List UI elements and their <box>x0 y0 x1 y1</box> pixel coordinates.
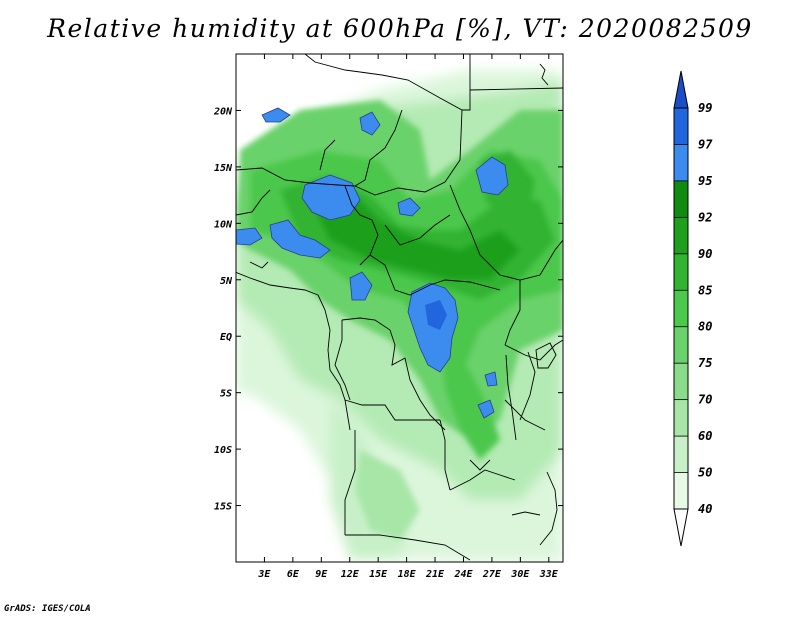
colorbar: 40 50 60 70 75 80 85 90 92 95 97 99 <box>673 70 713 547</box>
colorbar-label: 90 <box>698 247 712 261</box>
x-tick-label: 6E <box>287 569 300 580</box>
colorbar-label: 80 <box>698 320 712 334</box>
colorbar-label: 92 <box>698 210 712 224</box>
y-tick-label: 15S <box>214 502 232 513</box>
country-borders <box>236 54 563 561</box>
x-tick-label: 9E <box>315 569 328 580</box>
y-tick-label: 10N <box>214 219 233 230</box>
x-tick-label: 24E <box>453 569 473 580</box>
colorbar-label: 40 <box>698 502 712 516</box>
y-tick-label: 20N <box>213 106 233 117</box>
x-tick-label: 18E <box>398 569 417 580</box>
y-tick-label: 5N <box>220 276 233 287</box>
map-title: Relative humidity at 600hPa [%], VT: 202… <box>47 14 753 43</box>
x-tick-label: 3E <box>257 569 271 580</box>
colorbar-segment <box>674 290 688 327</box>
humidity-field <box>236 54 563 562</box>
colorbar-segment <box>674 217 688 254</box>
x-tick-label: 30E <box>510 569 530 580</box>
y-tick-label: 10S <box>214 445 232 456</box>
colorbar-segment <box>674 253 688 291</box>
colorbar-segment <box>674 472 688 509</box>
colorbar-label: 50 <box>698 466 712 480</box>
y-tick-label: EQ <box>220 332 232 343</box>
colorbar-segment <box>674 363 688 400</box>
colorbar-label: 99 <box>698 101 712 115</box>
colorbar-label: 85 <box>698 283 712 297</box>
x-tick-label: 15E <box>369 569 388 580</box>
y-tick-label: 15N <box>214 163 233 174</box>
x-tick-label: 12E <box>341 569 360 580</box>
x-tick-label: 33E <box>539 569 559 580</box>
grads-credit: GrADS: IGES/COLA <box>4 604 91 614</box>
colorbar-upper-triangle <box>673 70 689 109</box>
colorbar-segment <box>674 399 688 437</box>
x-tick-label: 21E <box>425 569 445 580</box>
map-frame <box>235 53 564 563</box>
longitude-axis: 3E 6E 9E 12E 15E 18E 21E 24E 27E 30E 33E <box>257 54 559 580</box>
colorbar-segment <box>674 436 688 473</box>
y-tick-label: 5S <box>220 389 232 400</box>
x-tick-label: 27E <box>482 569 502 580</box>
colorbar-lower-triangle <box>673 508 689 547</box>
humidity-high-cores <box>236 107 509 419</box>
colorbar-segment <box>674 108 688 145</box>
colorbar-label: 70 <box>698 393 712 407</box>
colorbar-label: 75 <box>698 356 712 370</box>
latitude-axis: 20N 15N 10N 5N EQ 5S 10S 15S <box>213 106 563 513</box>
colorbar-label: 95 <box>698 174 712 188</box>
colorbar-segment <box>674 144 688 181</box>
colorbar-segment <box>674 326 688 364</box>
colorbar-segment <box>674 180 688 218</box>
colorbar-label: 60 <box>698 429 712 443</box>
colorbar-label: 97 <box>698 137 713 151</box>
